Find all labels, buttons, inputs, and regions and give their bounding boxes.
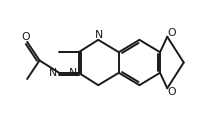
Text: O: O — [167, 28, 176, 38]
Text: O: O — [167, 87, 176, 97]
Text: N: N — [49, 68, 57, 78]
Text: O: O — [22, 32, 31, 42]
Text: N: N — [69, 68, 77, 78]
Text: N: N — [95, 30, 103, 40]
